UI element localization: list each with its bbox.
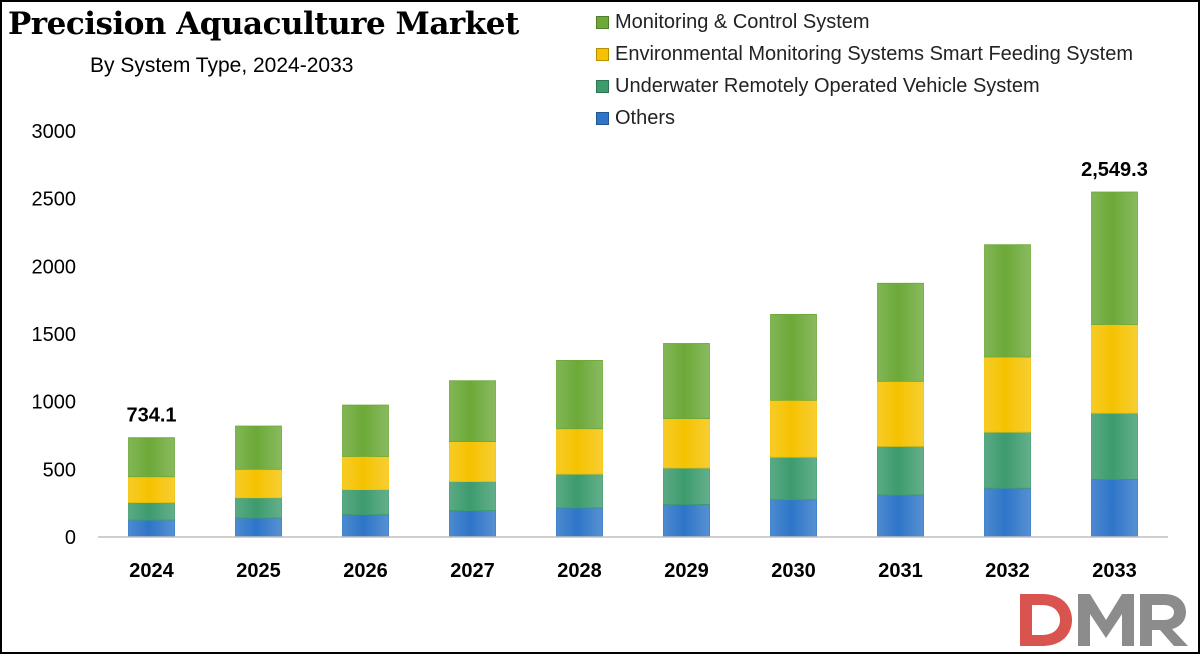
chart-title: Precision Aquaculture Market [8,6,519,42]
dmr-logo [1016,590,1194,655]
bar-segment [449,481,496,512]
legend-swatch [596,111,609,125]
legend-item: Environmental Monitoring Systems Smart F… [596,38,1133,70]
bar-segment [556,359,603,430]
bar-segment [663,418,710,469]
chart-subtitle: By System Type, 2024-2033 [90,54,354,77]
x-tick-label: 2029 [664,560,709,582]
x-tick-label: 2025 [236,560,281,582]
legend-item: Monitoring & Control System [596,6,1133,38]
x-tick-label: 2033 [1092,560,1137,582]
bar-segment [877,445,924,496]
legend-label: Monitoring & Control System [615,10,870,33]
legend-item: Others [596,102,1133,134]
bar-segment [128,437,175,478]
bar-segment [1091,191,1138,325]
chart-legend: Monitoring & Control System Environmental… [596,6,1133,134]
bar-segment [449,380,496,442]
x-tick-label: 2027 [450,560,495,582]
bar-segment [128,519,175,538]
x-tick-label: 2031 [878,560,923,582]
data-label: 2,549.3 [1081,159,1148,181]
legend-swatch [596,79,609,93]
bars [128,191,1138,538]
legend-label: Environmental Monitoring Systems Smart F… [615,42,1133,65]
data-labels: 734.1 2,549.3 [126,159,1147,427]
bar-segment [235,425,282,470]
bar-segment [1091,324,1138,414]
bar-segment [770,313,817,401]
bar-segment [342,514,389,538]
bar-segment [449,510,496,538]
x-tick-label: 2032 [985,560,1030,582]
x-axis: 2024 2025 2026 2027 2028 2029 2030 2031 2032 2033 [98,536,1168,582]
bar-segment [770,399,817,458]
y-tick-label: 2000 [32,256,77,278]
bar-segment [663,504,710,538]
legend-label: Others [615,106,676,129]
bar-segment [984,487,1031,538]
x-tick-label: 2030 [771,560,816,582]
legend-label: Underwater Remotely Operated Vehicle Sys… [615,74,1040,97]
bar-segment [877,494,924,538]
bar-segment [556,507,603,538]
bar-segment [128,502,175,521]
bar-segment [770,499,817,538]
x-tick-label: 2028 [557,560,602,582]
bar-segment [877,380,924,447]
bar-segment [556,428,603,475]
bar-segment [984,244,1031,358]
bar-segment [128,476,175,503]
legend-item: Underwater Remotely Operated Vehicle Sys… [596,70,1133,102]
y-tick-label: 1500 [32,324,77,346]
bar-segment [342,404,389,457]
legend-swatch [596,15,609,29]
y-tick-label: 3000 [32,121,77,143]
bar-segment [984,356,1031,433]
x-tick-label: 2024 [129,560,174,582]
y-tick-label: 1000 [32,392,77,414]
bar-segment [342,489,389,516]
y-axis: 0 500 1000 1500 2000 2500 3000 [32,121,77,549]
bar-segment [770,456,817,501]
bar-segment [235,468,282,499]
x-tick-label: 2026 [343,560,388,582]
bar-segment [663,467,710,505]
bar-segment [1091,479,1138,538]
bar-segment [235,497,282,519]
bar-segment [342,456,389,491]
y-tick-label: 500 [43,459,76,481]
bar-segment [877,282,924,382]
bar-segment [235,517,282,538]
y-tick-label: 0 [65,527,76,549]
y-tick-label: 2500 [32,189,77,211]
bar-segment [984,431,1031,489]
bar-segment [449,441,496,482]
data-label: 734.1 [126,405,176,427]
bar-segment [663,343,710,419]
legend-swatch [596,47,609,61]
bar-segment [1091,412,1138,480]
bar-segment [556,473,603,509]
